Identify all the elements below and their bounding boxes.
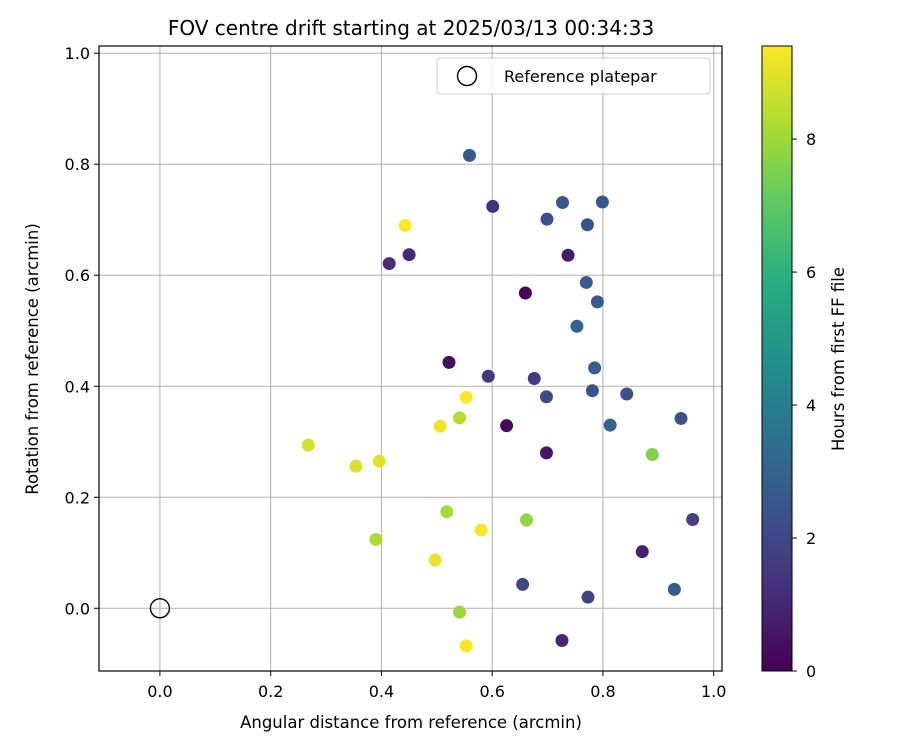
- data-point: [516, 577, 530, 591]
- data-point: [635, 545, 649, 559]
- y-axis-label: Rotation from reference (arcmin): [23, 223, 42, 495]
- colorbar-tick-label: 4: [806, 396, 816, 415]
- x-tick-label: 0.8: [590, 682, 615, 701]
- data-point: [561, 248, 575, 262]
- colorbar-tick-label: 0: [806, 662, 816, 681]
- data-point: [540, 212, 554, 226]
- y-tick-label: 0.8: [65, 155, 90, 174]
- colorbar-gradient: [761, 45, 793, 672]
- data-point: [539, 446, 553, 460]
- data-point: [520, 513, 534, 527]
- data-point: [667, 582, 681, 596]
- data-point: [382, 257, 396, 271]
- data-point: [369, 532, 383, 546]
- y-tick-label: 0.6: [65, 266, 90, 285]
- data-point: [686, 512, 700, 526]
- x-tick-label: 0.6: [479, 682, 504, 701]
- data-point: [398, 218, 412, 232]
- data-point: [486, 199, 500, 213]
- data-point: [588, 361, 602, 375]
- x-tick-label: 0.0: [147, 682, 172, 701]
- plot-frame: [98, 45, 723, 672]
- data-point: [603, 418, 617, 432]
- colorbar-tick-label: 6: [806, 263, 816, 282]
- data-point: [500, 419, 514, 433]
- x-tick-label: 0.2: [258, 682, 283, 701]
- x-axis-ticks: 0.0 0.2 0.4 0.6 0.8 1.0: [147, 671, 726, 701]
- data-point: [453, 411, 467, 425]
- legend: Reference platepar: [436, 57, 711, 95]
- grid: [99, 46, 722, 671]
- x-tick-label: 0.4: [369, 682, 394, 701]
- data-point: [474, 523, 488, 537]
- data-point: [581, 590, 595, 604]
- data-point: [527, 371, 541, 385]
- data-point: [440, 505, 454, 519]
- data-point: [442, 355, 456, 369]
- legend-marker-icon: [456, 65, 478, 87]
- colorbar-ticks: 0 2 4 6 8: [792, 130, 816, 681]
- data-point: [620, 387, 634, 401]
- data-point: [428, 553, 442, 567]
- data-point: [349, 459, 363, 473]
- x-tick-label: 1.0: [701, 682, 726, 701]
- data-point: [453, 605, 467, 619]
- y-tick-label: 0.2: [65, 488, 90, 507]
- colorbar-tick-label: 2: [806, 529, 816, 548]
- y-axis-ticks: 0.0 0.2 0.4 0.6 0.8 1.0: [65, 44, 99, 618]
- data-point: [579, 275, 593, 289]
- y-tick-label: 0.0: [65, 599, 90, 618]
- data-point: [595, 195, 609, 209]
- colorbar: 0 2 4 6 8 Hours from first FF file: [761, 45, 848, 681]
- x-axis-label: Angular distance from reference (arcmin): [240, 713, 582, 732]
- chart-title: FOV centre drift starting at 2025/03/13 …: [168, 16, 654, 40]
- colorbar-tick-label: 8: [806, 130, 816, 149]
- reference-platepar-marker: [149, 598, 171, 619]
- data-point: [570, 319, 584, 333]
- data-point: [402, 248, 416, 262]
- data-point: [580, 218, 594, 232]
- data-point: [585, 384, 599, 398]
- scatter-points: [301, 148, 700, 653]
- data-point: [433, 419, 447, 433]
- legend-label: Reference platepar: [504, 67, 657, 86]
- colorbar-label: Hours from first FF file: [829, 267, 848, 451]
- data-point: [590, 295, 604, 309]
- data-point: [518, 286, 532, 300]
- data-point: [674, 411, 688, 425]
- data-point: [372, 454, 386, 468]
- y-tick-label: 0.4: [65, 377, 90, 396]
- data-point: [645, 448, 659, 462]
- data-point: [459, 390, 473, 404]
- data-point: [481, 369, 495, 383]
- legend-box: [436, 57, 711, 95]
- data-point: [556, 196, 570, 210]
- data-point: [462, 148, 476, 162]
- data-point: [459, 639, 473, 653]
- y-tick-label: 1.0: [65, 44, 90, 63]
- data-point: [539, 390, 553, 404]
- data-point: [301, 438, 315, 452]
- data-point: [555, 633, 569, 647]
